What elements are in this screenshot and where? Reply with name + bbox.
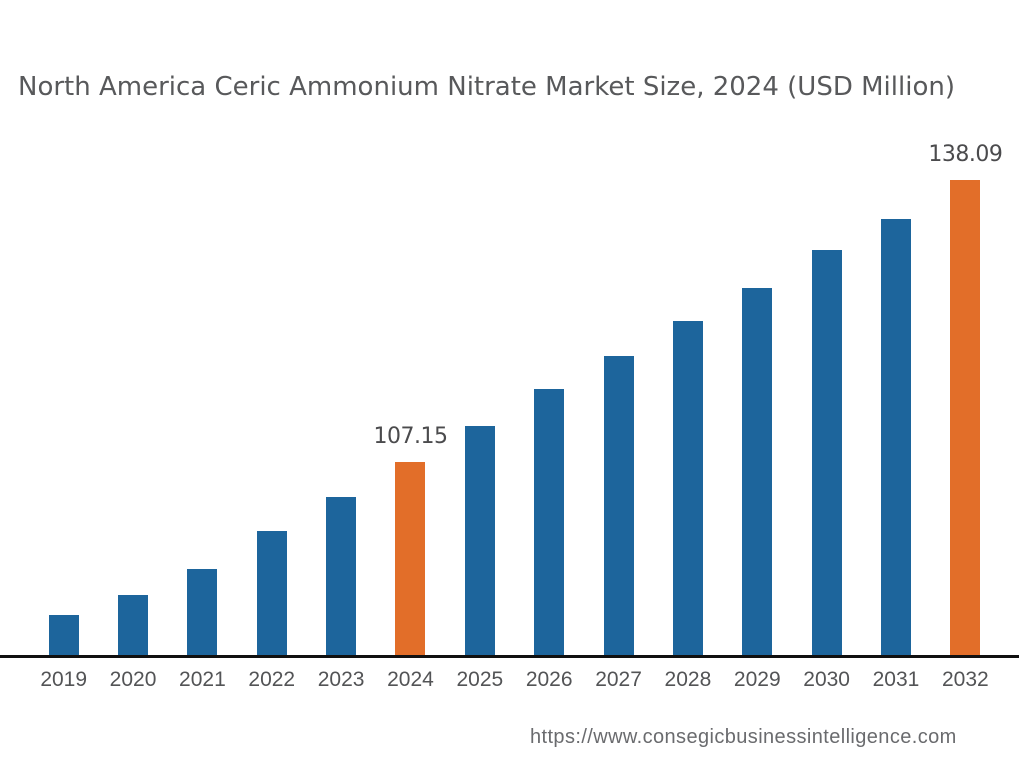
bar-2028	[672, 321, 703, 656]
x-tick-2030: 2030	[803, 668, 850, 691]
bar-2023	[326, 497, 357, 656]
bar-column-2031	[861, 219, 930, 656]
bar-column-2032: 138.09	[928, 142, 1003, 656]
bar-column-2022	[237, 531, 306, 656]
bar-2030	[811, 250, 842, 656]
bar-2029	[742, 288, 773, 656]
x-tick-2023: 2023	[317, 668, 365, 691]
x-tick-2027: 2027	[595, 668, 642, 691]
bar-2019	[48, 615, 79, 656]
bar-2021	[187, 569, 218, 656]
bar-column-2027	[584, 356, 653, 656]
bar-2022	[256, 531, 287, 656]
bar-2031	[880, 219, 911, 656]
bar-column-2024: 107.15	[373, 424, 448, 656]
bar-column-2021	[168, 569, 237, 656]
bar-column-2019	[29, 615, 98, 656]
bar-column-2023	[306, 497, 375, 656]
x-tick-2021: 2021	[179, 668, 226, 691]
chart-title: North America Ceric Ammonium Nitrate Mar…	[18, 72, 955, 102]
bar-plot-area: 107.15 138.09	[29, 142, 1003, 656]
bar-2026	[534, 389, 565, 656]
value-label-2024: 107.15	[373, 424, 448, 449]
x-tick-2026: 2026	[525, 668, 573, 691]
value-label-2032: 138.09	[928, 142, 1003, 167]
x-axis-tick-labels: 2019 2020 2021 2022 2023 2024 2025 2026 2027 2028…	[29, 668, 1000, 692]
x-tick-2031: 2031	[872, 668, 920, 691]
x-tick-2025: 2025	[456, 668, 504, 691]
bar-column-2029	[723, 288, 792, 656]
x-tick-2020: 2020	[109, 668, 157, 691]
x-axis-line	[0, 655, 1019, 658]
x-tick-2024: 2024	[387, 668, 434, 691]
bar-2024	[395, 462, 426, 656]
x-tick-2028: 2028	[664, 668, 712, 691]
x-tick-2029: 2029	[733, 668, 781, 691]
bar-column-2028	[653, 321, 722, 656]
bar-column-2020	[98, 595, 167, 656]
source-url-text: https://www.consegicbusinessintelligence…	[530, 726, 957, 748]
bar-2032	[950, 180, 981, 656]
bar-2020	[118, 595, 149, 656]
bar-2027	[603, 356, 634, 656]
x-tick-2022: 2022	[248, 668, 296, 691]
bar-column-2026	[515, 389, 584, 656]
bar-column-2025	[445, 426, 514, 656]
x-tick-2019: 2019	[40, 668, 88, 691]
x-tick-2032: 2032	[941, 668, 989, 691]
bar-column-2030	[792, 250, 861, 656]
bar-2025	[464, 426, 495, 656]
